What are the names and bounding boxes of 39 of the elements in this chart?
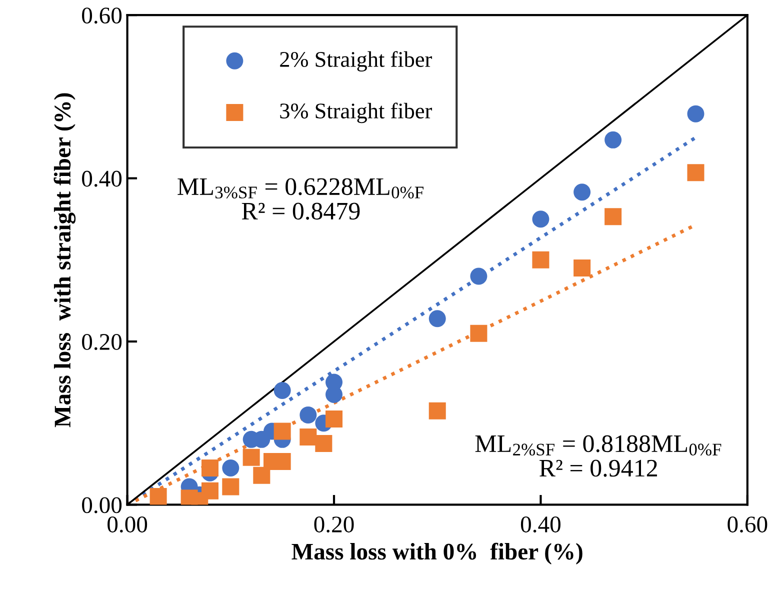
point: [532, 251, 550, 268]
point: [274, 382, 291, 399]
x-tick-label: 0.20: [314, 516, 354, 533]
x-tick-label: 0.40: [520, 516, 560, 533]
point: [687, 105, 704, 122]
point: [300, 428, 317, 446]
point: [242, 448, 260, 466]
point: [274, 422, 291, 440]
point: [687, 164, 704, 182]
point: [201, 459, 218, 476]
point: [326, 410, 343, 428]
point: [428, 310, 446, 328]
x-tick-label: 0.00: [108, 516, 148, 533]
point: [574, 260, 591, 277]
text: ML$_{3%SF}$ = 0.6228ML$_{0%F}$ R² = 0.8479: [178, 178, 424, 220]
point: [300, 406, 317, 424]
x-axis-title: Mass loss with 0% fiber (%): [292, 542, 582, 564]
point: [201, 482, 218, 500]
y-axis-title: Mass loss with straight fiber (%): [54, 93, 76, 428]
y-tick-label: 0.40: [82, 170, 122, 187]
y-tick-label: 0.00: [82, 497, 122, 514]
point: [315, 435, 332, 452]
point: [604, 208, 622, 226]
point: [532, 210, 550, 228]
point: [222, 478, 240, 496]
point: [253, 466, 270, 484]
x-tick-label: 0.60: [728, 516, 768, 533]
point: [470, 268, 488, 285]
point: [428, 402, 446, 420]
y-tick-label: 0.20: [82, 334, 122, 350]
point: [222, 459, 240, 476]
point: [150, 488, 167, 505]
point: [470, 324, 488, 342]
legend-label: 3% Straight fiber: [280, 102, 432, 124]
y-tick-label: 0.60: [82, 8, 122, 24]
text: ML$_{2%SF}$ = 0.8188ML$_{0%F}$ R² = 0.9412: [475, 435, 722, 477]
point: [604, 131, 622, 148]
legend-label: 2% Straight fiber: [280, 51, 432, 72]
point: [574, 184, 591, 201]
